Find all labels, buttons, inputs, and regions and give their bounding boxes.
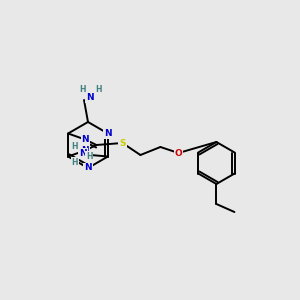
Text: O: O	[175, 148, 182, 158]
Text: N: N	[82, 146, 89, 155]
Text: H: H	[79, 85, 85, 94]
Text: H: H	[95, 85, 101, 94]
Text: H: H	[72, 158, 78, 167]
Text: N: N	[104, 129, 112, 138]
Text: N: N	[86, 94, 94, 103]
Text: N: N	[79, 149, 87, 158]
Text: H: H	[72, 142, 78, 151]
Text: N: N	[82, 135, 89, 144]
Text: S: S	[119, 139, 126, 148]
Text: N: N	[84, 164, 92, 172]
Text: H: H	[86, 152, 92, 161]
